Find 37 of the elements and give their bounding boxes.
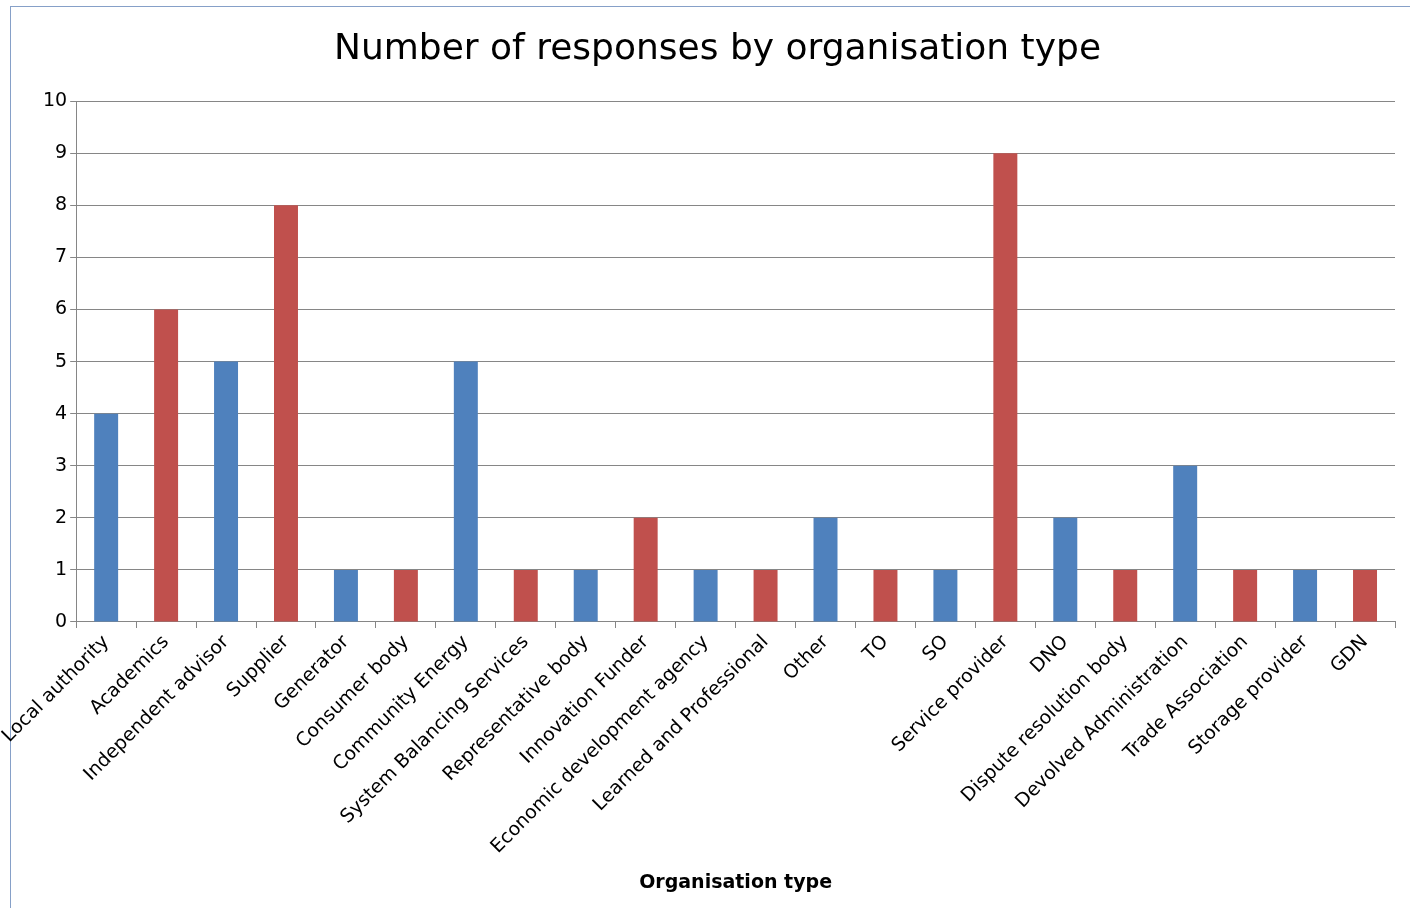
y-tick-label: 9 [55,140,68,163]
bar [94,413,119,622]
bar [1353,569,1378,622]
bar [1293,569,1318,622]
x-tick-label: TO [856,629,892,665]
bar [933,569,958,622]
x-tick-label: SO [917,629,952,665]
bar [993,153,1018,622]
y-tick-label: 3 [55,452,68,475]
bar [813,517,838,622]
y-tick-label: 4 [55,400,68,423]
y-tick-label: 1 [55,556,68,579]
y-tick-label: 2 [55,504,68,527]
bar [154,309,179,622]
bar [1053,517,1078,622]
bar [573,569,598,622]
bar [274,205,298,622]
bar [1113,569,1138,622]
x-axis-title: Organisation type [639,869,833,892]
bar [333,569,358,622]
bar [513,569,538,622]
y-tick-label: 7 [55,244,68,267]
bar [1233,569,1258,622]
bar [873,569,898,622]
bar [214,361,239,622]
bar [753,569,778,622]
chart-title: Number of responses by organisation type [333,25,1102,67]
bar [633,517,658,622]
bar [453,361,478,622]
bar [693,569,718,622]
y-tick-label: 8 [55,192,68,215]
y-tick-label: 0 [55,608,68,631]
y-tick-label: 6 [55,296,68,319]
bar [393,569,418,622]
y-tick-label: 10 [42,88,68,111]
bar [1173,465,1198,622]
y-tick-label: 5 [55,348,68,371]
